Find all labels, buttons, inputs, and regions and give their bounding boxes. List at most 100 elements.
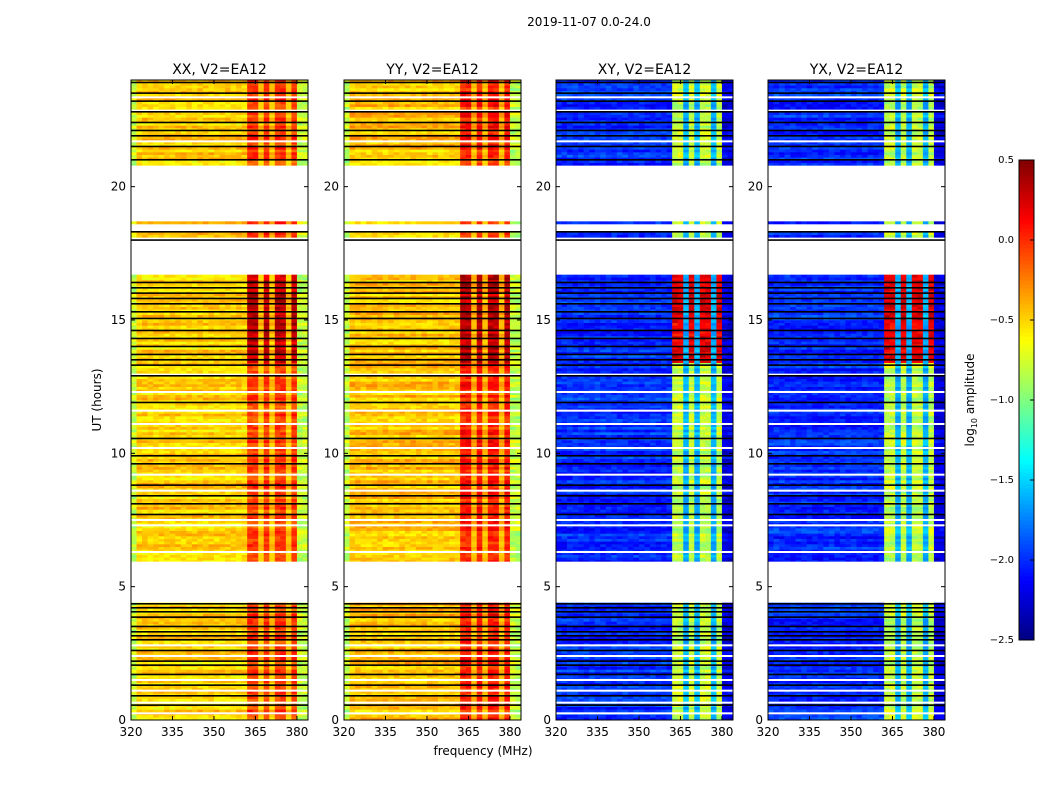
heatmap-cell: [258, 282, 265, 286]
heatmap-cell: [247, 386, 253, 390]
heatmap-cell: [197, 693, 204, 697]
heatmap-cell: [269, 304, 276, 307]
heatmap-cell: [230, 464, 237, 467]
heatmap-cell: [158, 376, 165, 379]
heatmap-cell: [252, 285, 259, 289]
heatmap-cell: [252, 709, 259, 713]
heatmap-cell: [186, 432, 193, 435]
heatmap-cell: [208, 632, 215, 635]
heatmap-cell: [296, 410, 303, 414]
heatmap-cell: [147, 357, 154, 361]
heatmap-cell: [136, 618, 143, 622]
heatmap-cell: [180, 397, 187, 401]
heatmap-cell: [180, 280, 187, 283]
heatmap-cell: [252, 314, 259, 318]
heatmap-cell: [225, 674, 231, 678]
heatmap-cell: [169, 605, 176, 609]
heatmap-cell: [164, 685, 171, 689]
heatmap-cell: [153, 474, 159, 478]
heatmap-cell: [186, 554, 193, 558]
heatmap-cell: [169, 458, 176, 462]
heatmap-cell: [219, 717, 226, 721]
heatmap-cell: [219, 309, 226, 313]
heatmap-cell: [202, 434, 209, 438]
heatmap-cell: [252, 469, 259, 473]
heatmap-cell: [213, 714, 220, 718]
heatmap-cell: [131, 666, 137, 670]
heatmap-cell: [208, 672, 215, 675]
heatmap-cell: [186, 282, 193, 286]
heatmap-cell: [225, 309, 231, 313]
heatmap-cell: [153, 450, 159, 454]
heatmap-cell: [136, 280, 143, 283]
heatmap-cell: [208, 354, 215, 358]
heatmap-cell: [225, 232, 231, 235]
heatmap-cell: [202, 520, 209, 523]
heatmap-cell: [225, 541, 231, 545]
heatmap-cell: [252, 536, 259, 539]
heatmap-cell: [252, 514, 259, 518]
heatmap-cell: [180, 541, 187, 545]
heatmap-cell: [136, 677, 143, 681]
heatmap-cell: [136, 421, 143, 425]
heatmap-cell: [285, 408, 292, 411]
heatmap-cell: [175, 648, 182, 651]
heatmap-cell: [258, 309, 265, 313]
heatmap-cell: [175, 234, 182, 238]
heatmap-cell: [291, 325, 298, 329]
heatmap-cell: [158, 448, 165, 451]
heatmap-cell: [291, 368, 298, 371]
heatmap-cell: [147, 285, 154, 289]
heatmap-cell: [241, 480, 248, 483]
heatmap-cell: [191, 341, 198, 345]
heatmap-cell: [280, 538, 287, 542]
heatmap-cell: [263, 344, 270, 347]
heatmap-cell: [236, 365, 242, 369]
heatmap-cell: [180, 525, 187, 529]
heatmap-cell: [208, 485, 215, 489]
heatmap-cell: [236, 632, 242, 635]
heatmap-cell: [186, 706, 193, 710]
heatmap-cell: [175, 365, 182, 369]
heatmap-cell: [136, 506, 143, 510]
heatmap-cell: [180, 520, 187, 523]
heatmap-cell: [236, 416, 242, 419]
heatmap-cell: [153, 336, 159, 339]
heatmap-cell: [302, 434, 309, 438]
heatmap-cell: [186, 445, 193, 449]
heatmap-cell: [213, 221, 220, 225]
heatmap-cell: [258, 528, 265, 531]
heatmap-cell: [186, 312, 193, 315]
heatmap-cell: [274, 504, 281, 507]
heatmap-cell: [225, 288, 231, 291]
heatmap-cell: [230, 501, 237, 505]
heatmap-cell: [302, 402, 309, 406]
heatmap-cell: [164, 682, 171, 686]
heatmap-cell: [230, 413, 237, 417]
heatmap-cell: [208, 386, 215, 390]
heatmap-cell: [247, 520, 253, 523]
heatmap-cell: [263, 517, 270, 521]
heatmap-cell: [285, 669, 292, 673]
heatmap-cell: [219, 672, 226, 675]
heatmap-cell: [147, 637, 154, 641]
heatmap-cell: [186, 642, 193, 646]
heatmap-cell: [291, 549, 298, 553]
heatmap-cell: [263, 674, 270, 678]
heatmap-cell: [197, 298, 204, 302]
heatmap-cell: [186, 632, 193, 635]
heatmap-cell: [225, 162, 231, 166]
heatmap-cell: [291, 645, 298, 649]
heatmap-cell: [241, 560, 248, 563]
heatmap-cell: [175, 485, 182, 489]
heatmap-cell: [164, 378, 171, 382]
heatmap-cell: [258, 410, 265, 414]
heatmap-cell: [197, 698, 204, 702]
heatmap-cell: [225, 648, 231, 651]
heatmap-cell: [175, 453, 182, 457]
heatmap-cell: [142, 666, 148, 670]
heatmap-cell: [186, 368, 193, 371]
heatmap-cell: [296, 688, 303, 691]
heatmap-cell: [219, 376, 226, 379]
heatmap-cell: [302, 506, 309, 510]
